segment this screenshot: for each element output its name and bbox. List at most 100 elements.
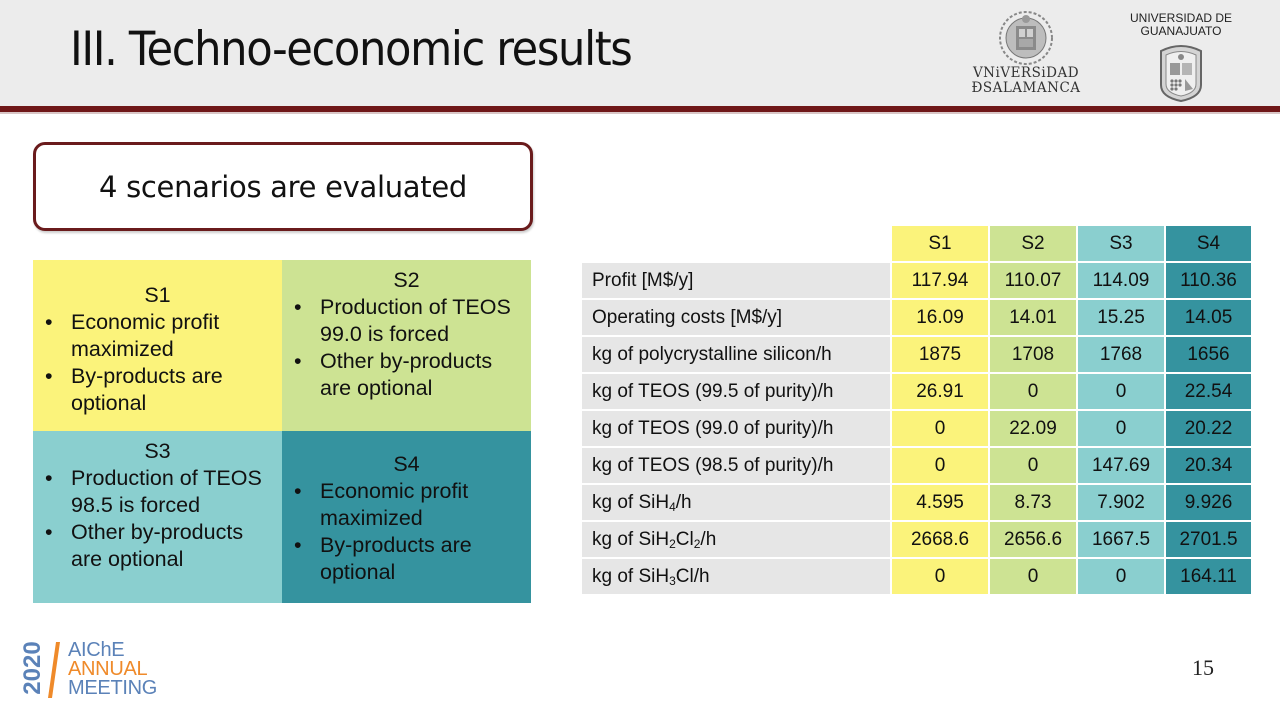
table-row: Operating costs [M$/y] 16.09 14.01 15.25… (580, 298, 1253, 337)
scenario-bullets: Economic profit maximized By-products ar… (45, 309, 270, 417)
cell-value: 147.69 (1076, 446, 1166, 485)
scenario-grid: S1 Economic profit maximized By-products… (33, 260, 531, 603)
cell-value: 20.22 (1164, 409, 1253, 448)
row-label-subscript: 3 (669, 573, 676, 588)
row-label-subscript: 2 (669, 536, 676, 551)
page-number: 15 (1192, 655, 1214, 680)
cell-value: 2668.6 (890, 520, 990, 559)
row-label: Profit [M$/y] (580, 261, 892, 300)
cell-value: 110.07 (988, 261, 1078, 300)
cell-value: 26.91 (890, 372, 990, 411)
cell-value: 0 (890, 557, 990, 596)
conference-name-line3: MEETING (68, 677, 158, 699)
callout-text: 4 scenarios are evaluated (99, 169, 467, 204)
cell-value: 0 (1076, 409, 1166, 448)
scenario-title: S4 (393, 452, 420, 476)
scenario-card-s2: S2 Production of TEOS 99.0 is forced Oth… (282, 260, 531, 431)
salamanca-seal-icon (999, 11, 1053, 65)
table-row: kg of SiH2Cl2/h 2668.6 2656.6 1667.5 270… (580, 520, 1253, 559)
scenario-title: S1 (144, 283, 171, 307)
cell-value: 1768 (1076, 335, 1166, 374)
cell-value: 16.09 (890, 298, 990, 337)
scenarios-callout-box: 4 scenarios are evaluated (33, 142, 533, 231)
cell-value: 0 (1076, 557, 1166, 596)
cell-value: 164.11 (1164, 557, 1253, 596)
table-row: kg of TEOS (99.5 of purity)/h 26.91 0 0 … (580, 372, 1253, 411)
cell-value: 110.36 (1164, 261, 1253, 300)
row-label-subscript: 4 (669, 499, 676, 514)
table-row: kg of SiH4/h 4.595 8.73 7.902 9.926 (580, 483, 1253, 522)
universidad-salamanca-logo: VNiVERSiDAD ÐSALAMANCA (968, 10, 1084, 102)
row-label: kg of SiH4/h (580, 483, 892, 522)
column-header-s2: S2 (988, 224, 1078, 263)
cell-value: 9.926 (1164, 483, 1253, 522)
salamanca-name-line1: VNiVERSiDAD (972, 65, 1080, 81)
table-header-row: S1 S2 S3 S4 (580, 224, 1253, 263)
cell-value: 117.94 (890, 261, 990, 300)
cell-value: 7.902 (1076, 483, 1166, 522)
column-header-s1: S1 (890, 224, 990, 263)
row-label: kg of TEOS (99.0 of purity)/h (580, 409, 892, 448)
row-label-text: /h (675, 491, 692, 513)
scenario-card-s3: S3 Production of TEOS 98.5 is forced Oth… (33, 431, 282, 603)
cell-value: 14.05 (1164, 298, 1253, 337)
cell-value: 0 (890, 446, 990, 485)
results-table: S1 S2 S3 S4 Profit [M$/y] 117.94 110.07 … (580, 224, 1253, 596)
row-label-text: Cl/h (675, 565, 710, 587)
table-row: kg of TEOS (98.5 of purity)/h 0 0 147.69… (580, 446, 1253, 485)
cell-value: 0 (988, 557, 1078, 596)
cell-value: 2701.5 (1164, 520, 1253, 559)
guanajuato-name-line1: UNIVERSIDAD DE (1129, 11, 1233, 25)
cell-value: 22.09 (988, 409, 1078, 448)
header-accent-bar (0, 106, 1280, 112)
row-label: kg of TEOS (98.5 of purity)/h (580, 446, 892, 485)
row-label: kg of TEOS (99.5 of purity)/h (580, 372, 892, 411)
column-header-s4: S4 (1164, 224, 1253, 263)
page-title: III. Techno-economic results (70, 22, 633, 77)
cell-value: 8.73 (988, 483, 1078, 522)
universidad-guanajuato-logo: UNIVERSIDAD DE GUANAJUATO (1118, 12, 1244, 104)
scenario-bullet: Economic profit maximized (45, 309, 270, 363)
cell-value: 1875 (890, 335, 990, 374)
conference-name-line1: AIChE (68, 639, 125, 661)
scenario-bullet: By-products are optional (45, 363, 270, 417)
aiche-annual-meeting-logo: 2020 AIChE ANNUAL MEETING (18, 636, 178, 702)
table-row: kg of TEOS (99.0 of purity)/h 0 22.09 0 … (580, 409, 1253, 448)
cell-value: 22.54 (1164, 372, 1253, 411)
salamanca-name-line2: ÐSALAMANCA (971, 80, 1081, 96)
scenario-bullets: Production of TEOS 99.0 is forced Other … (294, 294, 519, 402)
scenario-title: S2 (393, 268, 420, 292)
scenario-bullet: Other by-products are optional (294, 348, 519, 402)
conference-name-line2: ANNUAL (68, 658, 148, 680)
slash-icon (48, 642, 60, 698)
scenario-bullet: Production of TEOS 98.5 is forced (45, 465, 270, 519)
cell-value: 0 (890, 409, 990, 448)
scenario-title: S3 (144, 439, 171, 463)
scenario-bullets: Economic profit maximized By-products ar… (294, 478, 519, 586)
row-label: kg of SiH3Cl/h (580, 557, 892, 596)
cell-value: 2656.6 (988, 520, 1078, 559)
table-row: Profit [M$/y] 117.94 110.07 114.09 110.3… (580, 261, 1253, 300)
cell-value: 1708 (988, 335, 1078, 374)
row-label-text: /h (700, 528, 717, 550)
scenario-bullet: Other by-products are optional (45, 519, 270, 573)
slide-header: III. Techno-economic results VNiVERSiDAD… (0, 0, 1280, 108)
cell-value: 114.09 (1076, 261, 1166, 300)
row-label-text: kg of SiH (592, 491, 670, 513)
cell-value: 0 (988, 446, 1078, 485)
scenario-bullet: Production of TEOS 99.0 is forced (294, 294, 519, 348)
row-label: kg of polycrystalline silicon/h (580, 335, 892, 374)
scenario-bullet: By-products are optional (294, 532, 519, 586)
table-row: kg of SiH3Cl/h 0 0 0 164.11 (580, 557, 1253, 596)
row-label: kg of SiH2Cl2/h (580, 520, 892, 559)
scenario-card-s4: S4 Economic profit maximized By-products… (282, 431, 531, 603)
cell-value: 1667.5 (1076, 520, 1166, 559)
scenario-bullet: Economic profit maximized (294, 478, 519, 532)
cell-value: 20.34 (1164, 446, 1253, 485)
table-row: kg of polycrystalline silicon/h 1875 170… (580, 335, 1253, 374)
cell-value: 1656 (1164, 335, 1253, 374)
guanajuato-name-line2: GUANAJUATO (1140, 24, 1222, 38)
column-header-s3: S3 (1076, 224, 1166, 263)
row-label: Operating costs [M$/y] (580, 298, 892, 337)
guanajuato-shield-icon (1160, 45, 1202, 103)
